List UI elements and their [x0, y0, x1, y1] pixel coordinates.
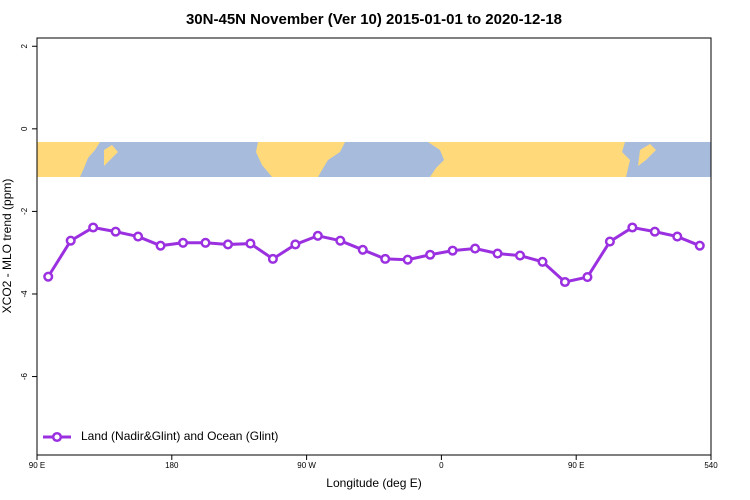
data-point	[65, 235, 76, 246]
data-point	[88, 222, 99, 233]
data-point	[357, 244, 368, 255]
x-tick-label: 90 E	[568, 461, 584, 470]
x-tick-label: 180	[165, 461, 179, 470]
data-point	[267, 253, 278, 264]
data-point	[649, 226, 660, 237]
x-tick-label: 0	[439, 461, 444, 470]
data-point	[604, 236, 615, 247]
data-point	[402, 254, 413, 265]
legend-label: Land (Nadir&Glint) and Ocean (Glint)	[81, 429, 278, 443]
data-point	[537, 256, 548, 267]
data-point	[559, 276, 571, 288]
data-point	[514, 250, 526, 261]
data-point	[110, 226, 121, 237]
data-point	[43, 271, 54, 282]
data-point	[380, 253, 391, 264]
data-point	[335, 235, 346, 246]
data-point	[672, 231, 683, 242]
y-tick-label: 0	[20, 126, 29, 131]
legend-marker	[51, 431, 63, 443]
data-point	[133, 231, 144, 242]
series-line	[46, 225, 701, 284]
data-point	[694, 240, 705, 251]
data-point	[222, 239, 234, 250]
data-point	[425, 249, 436, 260]
y-axis-label: XCO2 - MLO trend (ppm)	[0, 179, 14, 314]
chart-title: 30N-45N November (Ver 10) 2015-01-01 to …	[186, 11, 562, 28]
y-tick-label: -4	[20, 290, 29, 298]
data-point	[245, 238, 256, 249]
x-tick-label: 90 W	[297, 461, 316, 470]
x-tick-label: 540	[704, 461, 718, 470]
data-point	[470, 243, 481, 254]
data-point	[155, 240, 166, 251]
x-axis-label: Longitude (deg E)	[326, 476, 421, 490]
y-tick-label: 2	[20, 43, 29, 48]
data-point	[582, 272, 593, 283]
data-point	[200, 237, 211, 248]
data-point	[492, 248, 503, 259]
data-point	[177, 237, 189, 248]
data-point	[312, 230, 323, 241]
map-strip	[37, 142, 711, 177]
x-tick-label: 90 E	[29, 461, 45, 470]
y-tick-label: -2	[20, 207, 29, 215]
plot-frame	[36, 37, 712, 456]
data-point	[447, 245, 458, 256]
data-point	[627, 222, 638, 233]
y-tick-label: -6	[20, 372, 29, 380]
data-point	[290, 239, 301, 250]
